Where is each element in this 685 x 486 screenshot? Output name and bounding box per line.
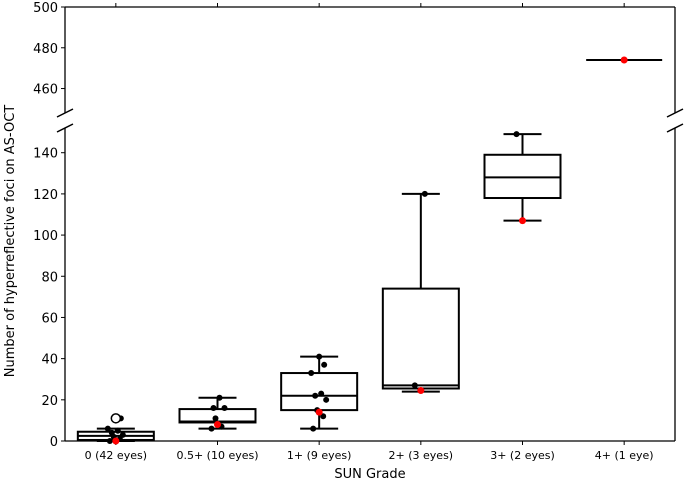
y-tick-label: 480 <box>33 42 58 57</box>
axis-break-mark <box>56 123 74 133</box>
y-tick-label: 120 <box>33 188 58 203</box>
data-point <box>221 405 228 412</box>
box-3 <box>381 190 460 395</box>
y-tick-label: 500 <box>33 1 58 16</box>
axis-break-mark <box>666 108 684 118</box>
data-point <box>323 396 330 403</box>
data-point <box>308 370 315 377</box>
data-point <box>320 413 327 420</box>
box-iqr <box>483 153 562 200</box>
x-tick-label: 3+ (2 eyes) <box>490 449 555 462</box>
highlight-point <box>519 217 526 225</box>
box-iqr <box>381 287 460 390</box>
x-tick-label: 0.5+ (10 eyes) <box>176 449 258 462</box>
axes: 0 20 40 60 80 100 120 140 460 480 500 0 (42 eyes) 0.… <box>33 1 684 462</box>
data-point <box>310 425 317 432</box>
data-point <box>210 405 217 412</box>
x-tick-label: 2+ (3 eyes) <box>389 449 454 462</box>
y-tick-label: 100 <box>33 229 58 244</box>
data-point <box>316 353 323 360</box>
y-tick-label: 40 <box>41 353 58 368</box>
box-2 <box>280 353 359 432</box>
data-point <box>106 438 113 444</box>
data-point <box>321 361 328 368</box>
data-point <box>513 131 520 138</box>
box-5 <box>586 56 663 64</box>
data-point <box>108 429 115 436</box>
axis-break-mark <box>56 108 74 118</box>
box-marks <box>76 56 663 445</box>
highlight-point <box>112 437 120 445</box>
y-tick-label: 460 <box>33 83 58 98</box>
box-4 <box>483 131 562 225</box>
y-tick-label: 60 <box>41 311 58 326</box>
data-point <box>119 431 126 438</box>
data-point <box>318 390 325 397</box>
highlight-point <box>315 408 323 416</box>
y-axis-label: Number of hyperreflective foci on AS-OCT <box>3 105 18 377</box>
highlight-point <box>214 421 221 429</box>
y-tick-label: 20 <box>41 394 58 409</box>
y-tick-label: 0 <box>50 435 58 450</box>
data-point <box>114 427 121 434</box>
x-axis-label: SUN Grade <box>334 467 405 482</box>
data-point <box>216 394 223 401</box>
data-point <box>212 415 219 422</box>
axis-break-mark <box>666 123 684 133</box>
data-point <box>312 392 319 399</box>
y-tick-label: 140 <box>33 147 58 162</box>
x-tick-label: 1+ (9 eyes) <box>287 449 352 462</box>
x-tick-label: 0 (42 eyes) <box>85 449 147 462</box>
outlier-point <box>110 413 122 424</box>
highlight-point <box>417 387 425 395</box>
data-point <box>104 425 111 432</box>
highlight-point <box>620 56 628 64</box>
data-point <box>421 190 428 197</box>
data-point <box>411 382 418 389</box>
box-0 <box>76 413 155 445</box>
y-tick-label: 80 <box>41 270 58 285</box>
x-tick-label: 4+ (1 eye) <box>595 449 654 462</box>
data-point <box>208 425 215 432</box>
box-1 <box>178 394 257 432</box>
